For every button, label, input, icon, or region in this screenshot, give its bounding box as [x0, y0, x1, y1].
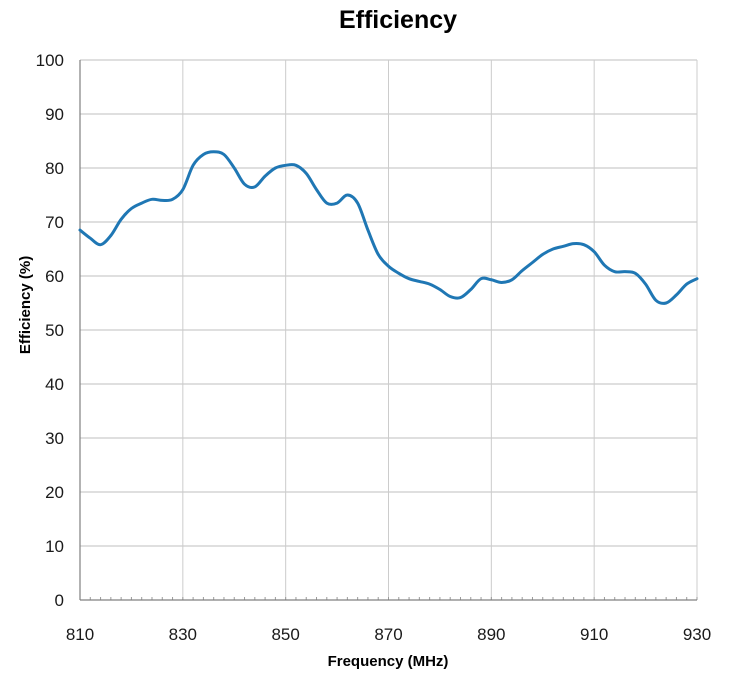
chart-title: Efficiency: [339, 6, 457, 34]
y-axis-label: Efficiency (%): [17, 256, 34, 354]
y-tick-label: 90: [45, 105, 64, 124]
y-tick-label: 10: [45, 537, 64, 556]
x-tick-label: 810: [66, 625, 94, 644]
x-tick-label: 890: [477, 625, 505, 644]
y-tick-label: 20: [45, 483, 64, 502]
x-tick-label: 870: [374, 625, 402, 644]
y-tick-label: 40: [45, 375, 64, 394]
y-tick-label: 100: [36, 51, 64, 70]
y-tick-label: 0: [55, 591, 64, 610]
y-tick-label: 80: [45, 159, 64, 178]
series-layer: [78, 150, 699, 305]
x-axis-label: Frequency (MHz): [328, 653, 449, 670]
y-tick-label: 30: [45, 429, 64, 448]
efficiency-series-line: [78, 150, 699, 305]
x-tick-label: 910: [580, 625, 608, 644]
x-tick-label: 930: [683, 625, 711, 644]
axis-layer: [79, 60, 698, 601]
y-tick-label: 50: [45, 321, 64, 340]
grid-layer: [80, 59, 698, 600]
y-tick-label: 60: [45, 267, 64, 286]
x-tick-label: 830: [169, 625, 197, 644]
y-tick-label: 70: [45, 213, 64, 232]
x-tick-label: 850: [271, 625, 299, 644]
tick-layer: 0 10 20 30 40 50 60 70 80 90 100 810 830 850 870 890 910…: [36, 51, 712, 644]
